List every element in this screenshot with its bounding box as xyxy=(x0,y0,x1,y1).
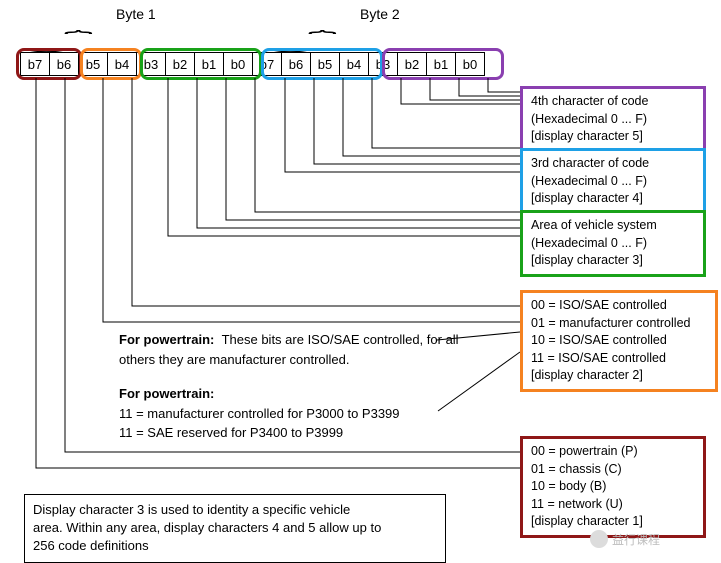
box-orange-l5: [display character 2] xyxy=(531,367,707,385)
bits-row: b7 b6 b5 b4 b3 b2 b1 b0 b7 b6 b5 b4 b3 b… xyxy=(20,52,485,76)
box-purple: 4th character of code (Hexadecimal 0 ...… xyxy=(520,86,706,153)
bottom-l3: 256 code definitions xyxy=(33,538,149,553)
box-orange-l1: 00 = ISO/SAE controlled xyxy=(531,297,707,315)
box-blue-l1: 3rd character of code xyxy=(531,155,695,173)
brace-byte2: ⏝⏞ xyxy=(268,38,506,44)
box-purple-l2: (Hexadecimal 0 ... F) xyxy=(531,111,695,129)
bit-b1-1: b1 xyxy=(194,52,224,76)
mid-p2c: 11 = SAE reserved for P3400 to P3999 xyxy=(119,425,343,440)
box-maroon: 00 = powertrain (P) 01 = chassis (C) 10 … xyxy=(520,436,706,538)
bit-b2-1: b2 xyxy=(165,52,195,76)
bit-b4-1: b4 xyxy=(107,52,137,76)
box-maroon-l4: 11 = network (U) xyxy=(531,496,695,514)
box-orange: 00 = ISO/SAE controlled 01 = manufacture… xyxy=(520,290,718,392)
mid-p1c: others they are manufacturer controlled. xyxy=(119,352,350,367)
box-purple-l1: 4th character of code xyxy=(531,93,695,111)
box-maroon-l3: 10 = body (B) xyxy=(531,478,695,496)
bit-b0-1: b0 xyxy=(223,52,253,76)
box-blue-l2: (Hexadecimal 0 ... F) xyxy=(531,173,695,191)
mid-p2a: For powertrain: xyxy=(119,386,214,401)
box-purple-l3: [display character 5] xyxy=(531,128,695,146)
bit-b1-2: b1 xyxy=(426,52,456,76)
bit-b2-2: b2 xyxy=(397,52,427,76)
bit-b7-1: b7 xyxy=(20,52,50,76)
watermark-text: 益行课程 xyxy=(612,531,660,548)
box-green-l1: Area of vehicle system xyxy=(531,217,695,235)
watermark: 益行课程 xyxy=(590,530,660,548)
box-orange-l4: 11 = ISO/SAE controlled xyxy=(531,350,707,368)
box-maroon-l1: 00 = powertrain (P) xyxy=(531,443,695,461)
bit-b3-1: b3 xyxy=(136,52,166,76)
byte2-label: Byte 2 xyxy=(360,6,400,22)
mid-p2b: 11 = manufacturer controlled for P3000 t… xyxy=(119,406,400,421)
watermark-icon xyxy=(590,530,608,548)
mid-text-2: For powertrain: 11 = manufacturer contro… xyxy=(119,384,459,443)
mid-text-1: For powertrain: These bits are ISO/SAE c… xyxy=(119,330,459,369)
bit-b3-2: b3 xyxy=(368,52,398,76)
bit-b4-2: b4 xyxy=(339,52,369,76)
bit-b6-1: b6 xyxy=(49,52,79,76)
bit-b6-2: b6 xyxy=(281,52,311,76)
bit-b5-1: b5 xyxy=(78,52,108,76)
bit-b7-2: b7 xyxy=(252,52,282,76)
byte1-label: Byte 1 xyxy=(116,6,156,22)
box-green-l2: (Hexadecimal 0 ... F) xyxy=(531,235,695,253)
mid-p1b: These bits are ISO/SAE controlled, for a… xyxy=(222,332,459,347)
box-green: Area of vehicle system (Hexadecimal 0 ..… xyxy=(520,210,706,277)
box-maroon-l5: [display character 1] xyxy=(531,513,695,531)
bottom-note: Display character 3 is used to identity … xyxy=(24,494,446,563)
box-blue: 3rd character of code (Hexadecimal 0 ...… xyxy=(520,148,706,215)
box-green-l3: [display character 3] xyxy=(531,252,695,270)
box-orange-l2: 01 = manufacturer controlled xyxy=(531,315,707,333)
bottom-l1: Display character 3 is used to identity … xyxy=(33,502,350,517)
box-orange-l3: 10 = ISO/SAE controlled xyxy=(531,332,707,350)
mid-p1a: For powertrain: xyxy=(119,332,214,347)
box-maroon-l2: 01 = chassis (C) xyxy=(531,461,695,479)
bit-b0-2: b0 xyxy=(455,52,485,76)
brace-byte1: ⏝⏞ xyxy=(24,38,262,44)
bottom-l2: area. Within any area, display character… xyxy=(33,520,381,535)
bit-b5-2: b5 xyxy=(310,52,340,76)
box-blue-l3: [display character 4] xyxy=(531,190,695,208)
